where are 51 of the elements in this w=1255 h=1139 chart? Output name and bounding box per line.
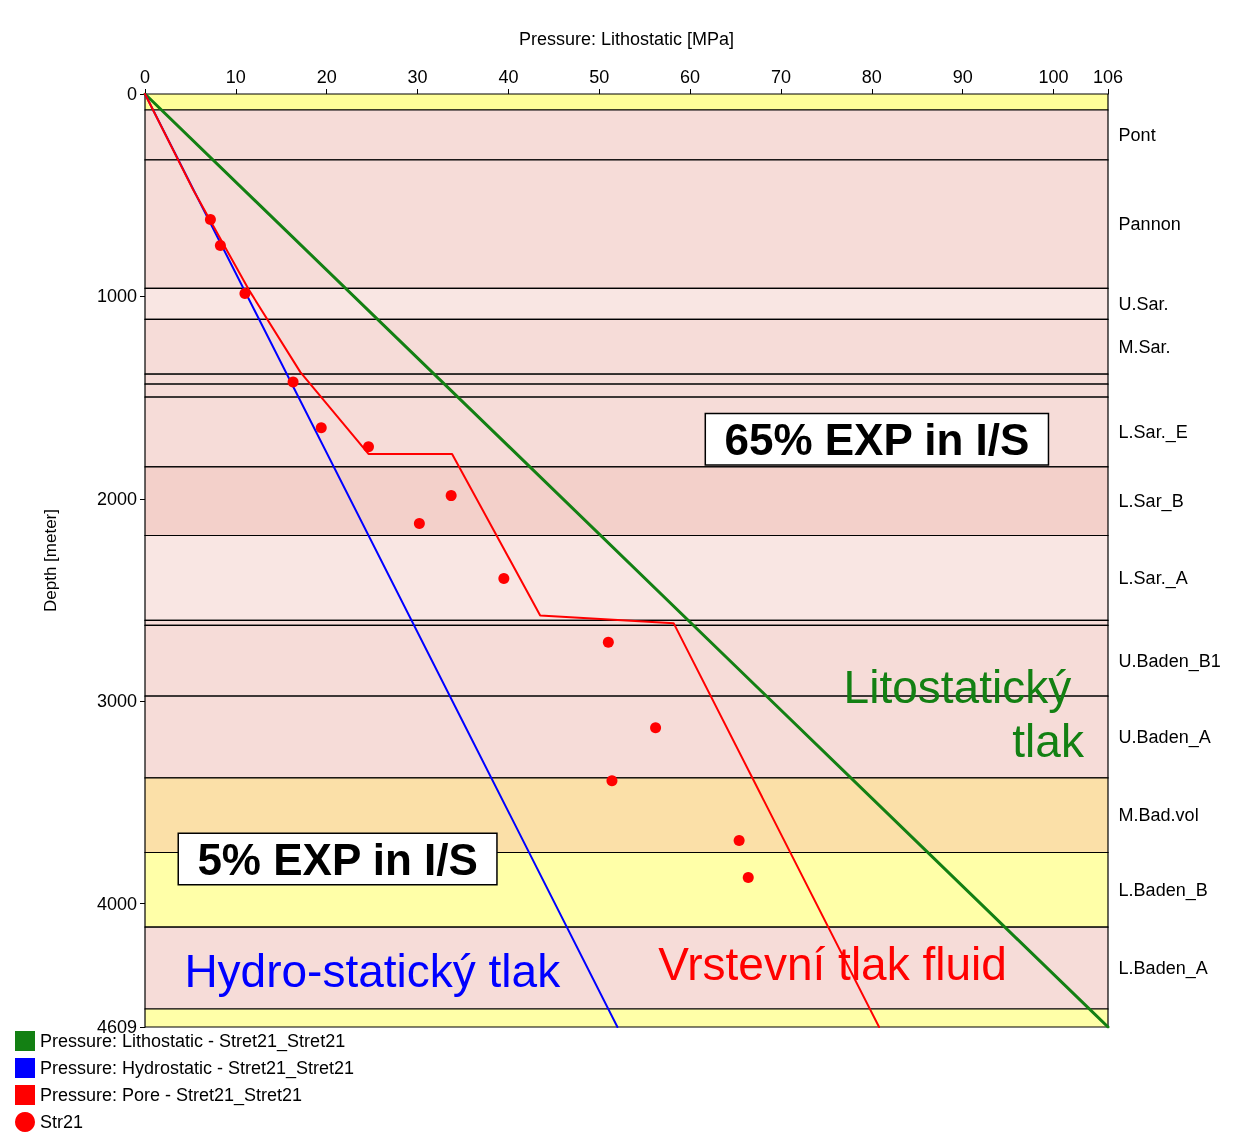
legend-label: Pressure: Pore - Stret21_Stret21 [40,1085,303,1106]
x-tick-label: 90 [952,67,973,87]
x-tick-label: 100 [1038,67,1069,87]
point [733,835,745,847]
y-axis-title: Depth [meter] [41,509,60,612]
band-label: U.Sar. [1118,293,1169,314]
point [413,518,425,530]
point [498,572,510,584]
annotation: 5% EXP in I/S [197,834,478,884]
x-tick-label: 30 [407,67,428,87]
y-tick-label: 3000 [96,691,137,712]
x-tick-label: 80 [861,67,882,87]
point [214,239,226,251]
annotation: 65% EXP in I/S [724,414,1030,464]
legend-label: Pressure: Hydrostatic - Stret21_Stret21 [40,1058,355,1079]
point [606,775,618,787]
band-label: Pannon [1118,214,1181,235]
point [602,636,614,648]
band-label: U.Baden_B1 [1118,650,1221,672]
band-label: L.Baden_A [1118,958,1208,980]
x-tick-label: 20 [316,67,337,87]
band-label: M.Bad.vol [1118,805,1199,826]
x-tick-label: 10 [225,67,246,87]
x-tick-label: 0 [139,67,151,87]
x-tick-label: 60 [680,67,701,87]
band-label: U.Baden_A [1118,726,1211,748]
band-label: L.Baden_B [1118,879,1208,901]
x-tick-label: 70 [770,67,791,87]
point [742,871,754,883]
y-tick-label: 1000 [96,286,137,307]
point [650,722,662,734]
y-tick-label: 2000 [96,488,137,509]
band-label: L.Sar._A [1118,567,1188,589]
point [287,376,299,388]
point [239,287,251,299]
point [363,441,374,453]
y-tick-label: 0 [126,84,137,104]
band-label: M.Sar. [1118,336,1171,357]
x-tick-label: 50 [589,67,610,87]
x-tick-label: 40 [498,67,519,87]
band-label: L.Sar._E [1118,421,1188,443]
x-axis-title: Pressure: Lithostatic [MPa] [518,29,735,49]
y-tick-label: 4000 [96,893,137,914]
point [445,490,457,502]
annotation: Hydro-statický tlak [184,945,562,998]
band-label: L.Sar_B [1118,491,1184,513]
point [315,422,327,434]
legend-label: Str21 [40,1112,84,1132]
point [204,214,216,225]
x-tick-label: 106 [1092,67,1124,87]
band-label: Pont [1118,124,1156,145]
